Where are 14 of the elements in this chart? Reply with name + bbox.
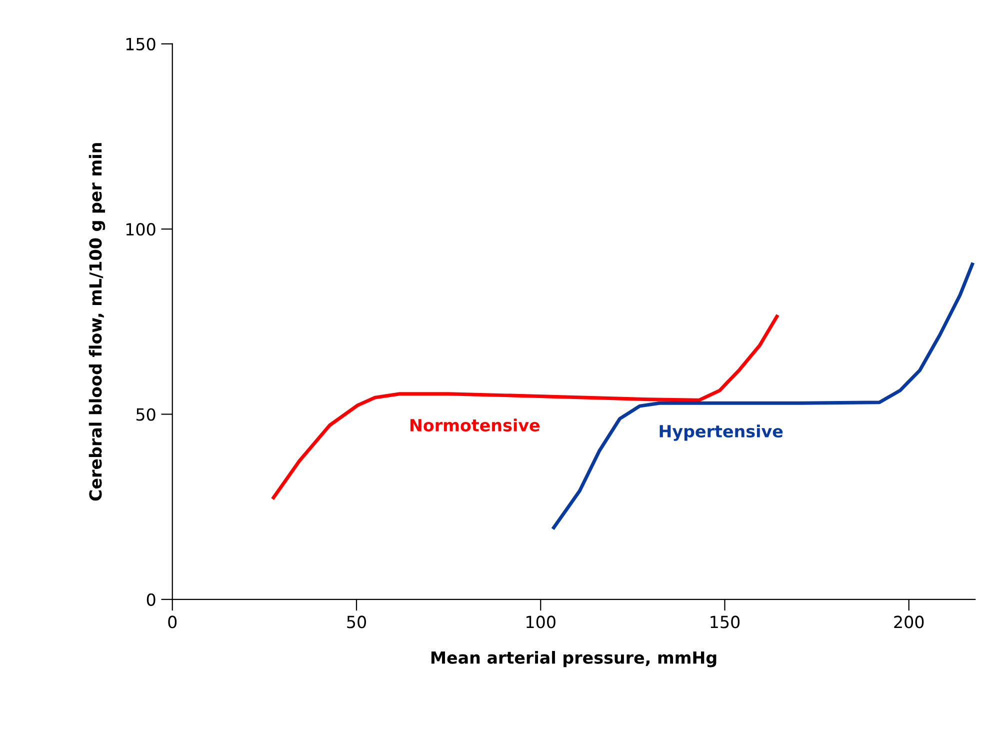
y-tick-label: 150	[126, 38, 156, 50]
x-axis-title: Mean arterial pressure, mmHg	[431, 650, 716, 668]
y-tick-label: 0	[146, 593, 156, 606]
x-tick-label: 50	[347, 616, 366, 628]
y-tick-label: 100	[126, 223, 156, 236]
x-tick-label: 0	[168, 616, 177, 628]
y-axis-title: Cerebral blood flow, mL/100 g per min	[88, 143, 106, 501]
series-label: Normotensive	[410, 418, 540, 432]
x-tick-label: 100	[526, 616, 556, 628]
x-tick-label: 200	[894, 616, 924, 628]
x-tick-label: 150	[710, 616, 740, 628]
series-label: Hypertensive	[660, 424, 783, 441]
line-series	[551, 261, 975, 531]
y-tick-label: 50	[136, 408, 156, 421]
